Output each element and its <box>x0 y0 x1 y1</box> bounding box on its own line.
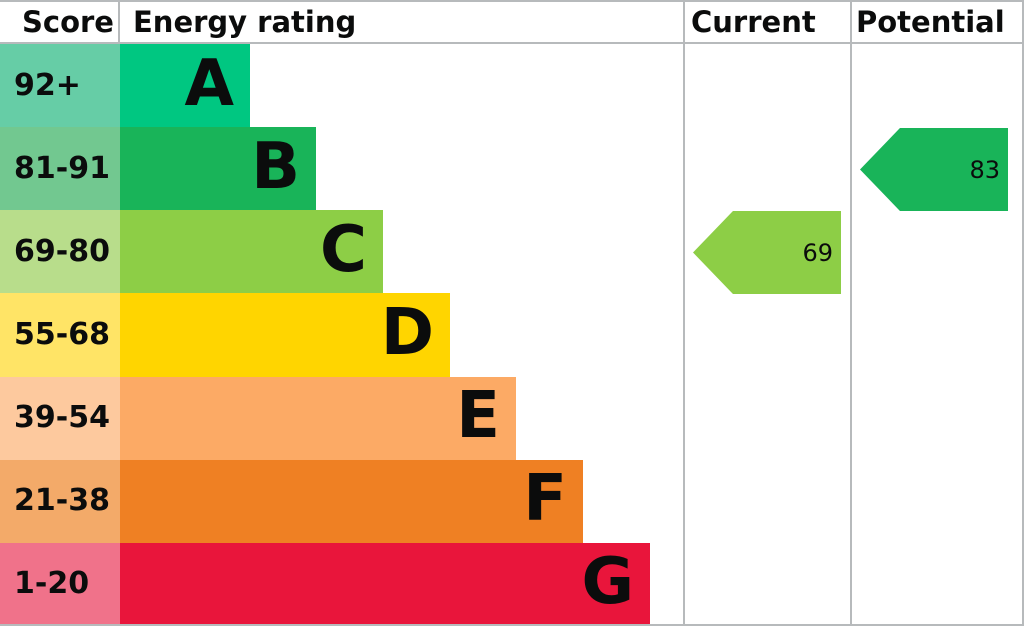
band-bar-b: B <box>120 127 316 211</box>
band-bar-g: G <box>120 542 650 624</box>
score-range-c: 69-80 <box>0 210 120 294</box>
band-bar-d: D <box>120 293 450 377</box>
band-rows: 92+ A 81-91 B 69-80 C 55-68 D 39-54 <box>0 44 1024 624</box>
band-row-d: 55-68 D <box>0 293 1024 377</box>
score-range-e: 39-54 <box>0 376 120 460</box>
potential-rating-value: 83 <box>969 155 1000 184</box>
band-letter-a: A <box>184 46 234 121</box>
band-letter-b: B <box>251 129 300 204</box>
current-rating-value: 69 <box>802 238 833 267</box>
band-row-b: 81-91 B <box>0 127 1024 211</box>
band-letter-e: E <box>456 379 500 454</box>
band-bar-c: C <box>120 210 383 294</box>
header-current: Current <box>691 4 816 39</box>
score-range-a: 92+ <box>0 44 120 128</box>
band-bar-a: A <box>120 44 250 128</box>
score-range-b: 81-91 <box>0 127 120 211</box>
column-divider-current <box>683 2 685 624</box>
header-potential: Potential <box>856 4 1005 39</box>
score-range-d: 55-68 <box>0 293 120 377</box>
header-score: Score <box>0 2 120 42</box>
column-divider-potential <box>850 2 852 624</box>
band-row-f: 21-38 F <box>0 459 1024 543</box>
band-letter-f: F <box>523 462 567 537</box>
band-letter-c: C <box>320 212 367 287</box>
band-bar-f: F <box>120 459 583 543</box>
band-row-a: 92+ A <box>0 44 1024 128</box>
band-row-c: 69-80 C <box>0 210 1024 294</box>
band-letter-g: G <box>581 545 634 620</box>
band-bar-e: E <box>120 376 516 460</box>
band-letter-d: D <box>380 295 434 370</box>
header-energy-rating: Energy rating <box>133 4 357 39</box>
potential-rating-arrow: 83 <box>860 128 1008 211</box>
band-row-g: 1-20 G <box>0 542 1024 624</box>
table-header: Score Energy rating Current Potential <box>0 2 1024 44</box>
band-row-e: 39-54 E <box>0 376 1024 460</box>
table-right-border <box>1022 2 1024 624</box>
score-range-f: 21-38 <box>0 459 120 543</box>
score-range-g: 1-20 <box>0 542 120 624</box>
